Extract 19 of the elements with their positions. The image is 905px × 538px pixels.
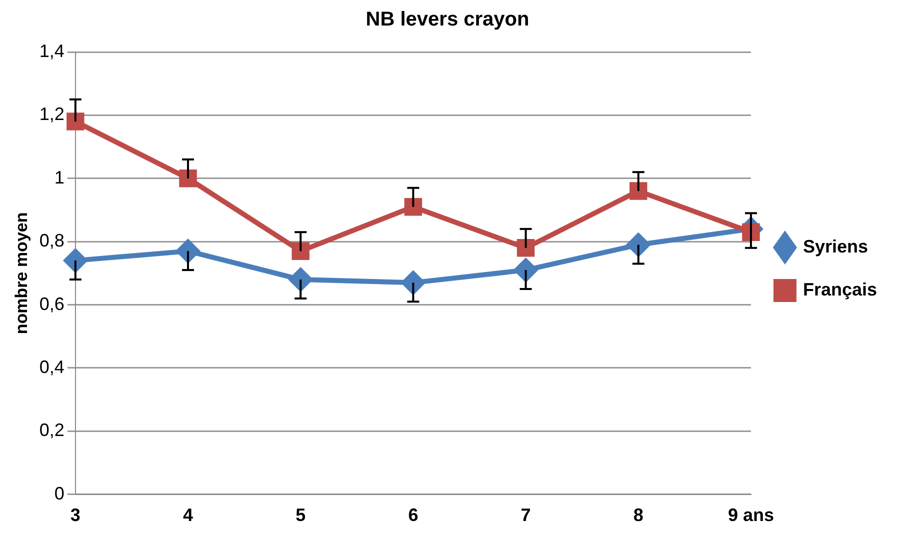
y-tick-label: 0,4 xyxy=(39,356,64,377)
x-tick-label: 3 xyxy=(70,505,80,526)
x-tick-label: 8 xyxy=(633,505,644,526)
chart-title: NB levers crayon xyxy=(366,8,530,31)
y-tick-label: 1,4 xyxy=(39,40,64,61)
legend-label: Français xyxy=(802,279,878,300)
y-tick-label: 0,6 xyxy=(39,294,64,314)
y-tick-label: 0,8 xyxy=(39,230,64,251)
x-tick-label: 4 xyxy=(183,505,194,526)
y-tick-label: 0 xyxy=(54,483,64,504)
x-tick-label: 7 xyxy=(520,505,531,526)
y-tick-label: 0,2 xyxy=(39,420,64,440)
x-tick-label: 9 ans xyxy=(728,505,774,526)
y-tick-label: 1 xyxy=(54,167,64,188)
x-tick-label: 5 xyxy=(296,505,306,526)
x-tick-label: 6 xyxy=(408,505,418,526)
legend-label: Syriens xyxy=(802,236,868,256)
y-axis-title: nombre moyen xyxy=(12,212,31,334)
y-tick-label: 1,2 xyxy=(39,104,64,124)
